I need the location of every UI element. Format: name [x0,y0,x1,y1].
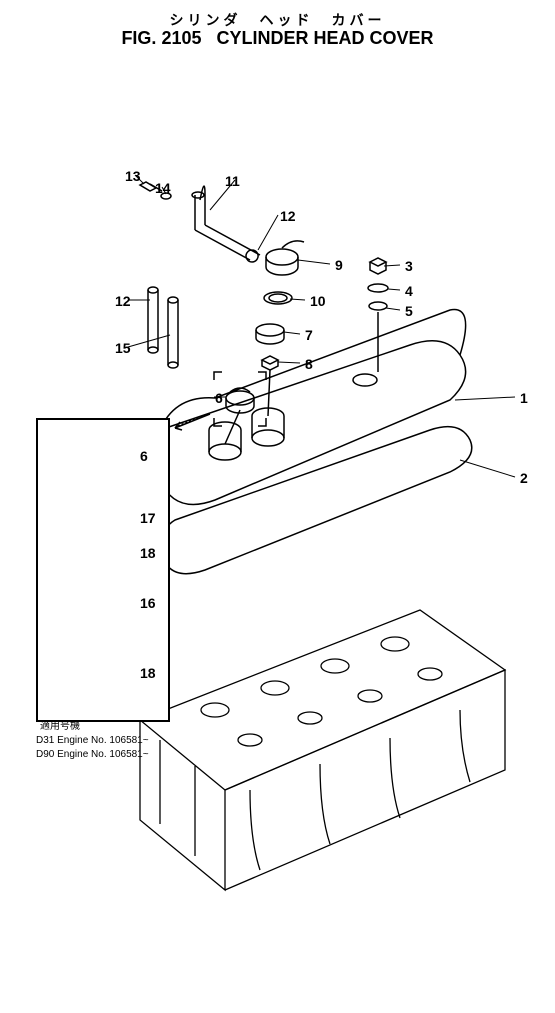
callout-1: 1 [520,390,528,406]
inset-note-line-0: D31 Engine No. 106581~ [36,734,149,747]
page-root: シリンダ ヘッド カバー FIG. 2105 CYLINDER HEAD COV… [0,0,555,1013]
callout-10: 10 [310,293,326,309]
callout-13: 13 [125,168,141,184]
callout-8: 8 [305,356,313,372]
callout-2: 2 [520,470,528,486]
inset-note-line-0-text: D31 Engine No. 106581~ [36,735,149,746]
callout-7: 7 [305,327,313,343]
callout-17: 17 [140,510,156,526]
callout-12: 12 [280,208,296,224]
inset-note-jp-text: 適用号機 [40,721,80,732]
callout-15: 15 [115,340,131,356]
callout-6b: 6 [140,448,148,464]
breather-tube-11 [192,186,260,262]
callout-9: 9 [335,257,343,273]
tubes-12-15 [148,287,178,368]
callout-16: 16 [140,595,156,611]
gasket [161,427,472,574]
leader-lines [128,175,515,477]
callout-18: 18 [140,545,156,561]
callout-11: 11 [225,173,240,189]
callout-14: 14 [155,180,171,196]
bolt-stack-345 [368,258,388,372]
callout-6: 6 [215,390,223,406]
inset-note-line-1-text: D90 Engine No. 106581~ [36,749,149,760]
callout-3: 3 [405,258,413,274]
callout-18b: 18 [140,665,156,681]
inset-note-line-1: D90 Engine No. 106581~ [36,748,149,761]
callout-12b: 12 [115,293,131,309]
inset-note-jp: 適用号機 [40,720,80,733]
callout-5: 5 [405,303,413,319]
cylinder-head-casting [140,610,505,890]
callout-4: 4 [405,283,413,299]
